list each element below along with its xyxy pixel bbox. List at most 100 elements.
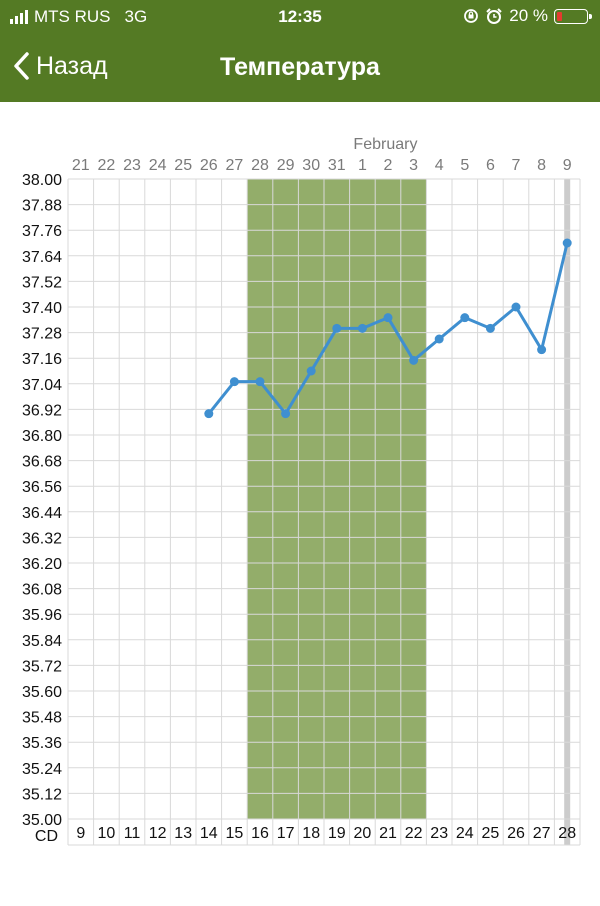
y-tick-label: 37.28: [22, 326, 62, 343]
cycle-day-label: 12: [149, 825, 167, 842]
y-tick-label: 36.92: [22, 402, 62, 419]
y-tick-label: 36.44: [22, 505, 62, 522]
date-tick-label: 28: [251, 157, 269, 174]
y-tick-label: 36.32: [22, 530, 62, 547]
highlight-band: [247, 179, 427, 819]
cycle-day-label: 17: [277, 825, 295, 842]
date-tick-label: 25: [174, 157, 192, 174]
date-tick-label: 24: [149, 157, 167, 174]
date-tick-label: 7: [512, 157, 521, 174]
date-tick-label: 1: [358, 157, 367, 174]
y-tick-label: 37.52: [22, 274, 62, 291]
temperature-point: [409, 355, 419, 365]
carrier-name: MTS RUS: [34, 7, 111, 26]
cycle-day-label: 24: [456, 825, 474, 842]
cycle-axis-label: CD: [35, 828, 58, 845]
cycle-day-label: 21: [379, 825, 397, 842]
signal-icon: [10, 10, 28, 24]
y-tick-label: 38.00: [22, 172, 62, 189]
clock: 12:35: [278, 7, 322, 26]
month-label: February: [353, 136, 417, 153]
battery-icon: [554, 8, 592, 24]
status-bar: MTS RUS 3G 12:35 20 %: [0, 0, 600, 34]
y-tick-label: 37.04: [22, 377, 62, 394]
chart-series: [204, 238, 572, 419]
temperature-point: [485, 323, 495, 333]
back-label: Назад: [36, 51, 108, 80]
temperature-point: [332, 323, 342, 333]
temperature-point: [511, 302, 521, 312]
navigation-bar: Назад Температура: [0, 34, 600, 102]
date-tick-label: 26: [200, 157, 218, 174]
cycle-day-label: 16: [251, 825, 269, 842]
y-tick-label: 37.40: [22, 300, 62, 317]
temperature-point: [562, 238, 572, 248]
cycle-day-label: 20: [354, 825, 372, 842]
temperature-point: [383, 313, 393, 323]
y-tick-label: 37.76: [22, 223, 62, 240]
y-tick-label: 37.88: [22, 198, 62, 215]
temperature-point: [204, 409, 214, 419]
y-tick-label: 35.24: [22, 761, 62, 778]
temperature-point: [537, 345, 547, 355]
y-tick-label: 36.80: [22, 428, 62, 445]
date-tick-label: 2: [384, 157, 393, 174]
cycle-day-label: 26: [507, 825, 525, 842]
y-tick-label: 35.72: [22, 658, 62, 675]
date-tick-label: 31: [328, 157, 346, 174]
date-tick-label: 27: [226, 157, 244, 174]
cycle-day-label: 25: [482, 825, 500, 842]
temperature-point: [281, 409, 291, 419]
date-tick-label: 23: [123, 157, 141, 174]
page-title: Температура: [220, 53, 380, 81]
y-tick-label: 35.12: [22, 786, 62, 803]
date-tick-label: 5: [460, 157, 469, 174]
temperature-point: [306, 366, 316, 376]
y-tick-label: 35.00: [22, 812, 62, 829]
cycle-day-label: 19: [328, 825, 346, 842]
temperature-point: [229, 377, 239, 387]
date-tick-label: 21: [72, 157, 90, 174]
cycle-day-label: 28: [558, 825, 576, 842]
y-tick-label: 35.48: [22, 710, 62, 727]
date-tick-label: 8: [537, 157, 546, 174]
back-button[interactable]: Назад: [12, 51, 108, 81]
chevron-left-icon: [14, 52, 29, 80]
date-tick-label: 3: [409, 157, 418, 174]
cycle-day-label: 15: [226, 825, 244, 842]
date-tick-label: 30: [302, 157, 320, 174]
carrier-info: MTS RUS 3G: [10, 7, 147, 27]
y-tick-label: 35.36: [22, 735, 62, 752]
cycle-day-label: 18: [302, 825, 320, 842]
cycle-day-label: 23: [430, 825, 448, 842]
chart-grid: [67, 178, 581, 846]
temperature-point: [255, 377, 265, 387]
cycle-day-label: 11: [124, 825, 141, 842]
cycle-day-label: 13: [174, 825, 192, 842]
temperature-point: [357, 323, 367, 333]
date-tick-label: 29: [277, 157, 295, 174]
date-tick-label: 6: [486, 157, 495, 174]
battery-percent: 20 %: [509, 6, 548, 25]
network-type: 3G: [124, 7, 148, 26]
cycle-day-label: 27: [533, 825, 551, 842]
status-icons: 20 %: [463, 6, 592, 26]
cycle-day-label: 10: [98, 825, 116, 842]
y-tick-label: 35.60: [22, 684, 62, 701]
y-tick-label: 37.64: [22, 249, 62, 266]
date-tick-label: 22: [98, 157, 116, 174]
y-tick-label: 35.96: [22, 607, 62, 624]
temperature-point: [460, 313, 470, 323]
y-tick-label: 36.08: [22, 582, 62, 599]
temperature-point: [434, 334, 444, 344]
cycle-day-label: 9: [76, 825, 85, 842]
y-tick-label: 36.56: [22, 479, 62, 496]
y-tick-label: 37.16: [22, 351, 62, 368]
date-tick-label: 4: [435, 157, 444, 174]
cycle-day-label: 14: [200, 825, 218, 842]
chart-labels: 38.00 37.88 37.76 37.64 37.52 37.40 37.28 37.16…: [22, 136, 576, 845]
y-tick-label: 36.20: [22, 556, 62, 573]
date-tick-label: 9: [563, 157, 572, 174]
alarm-icon: [486, 8, 502, 24]
